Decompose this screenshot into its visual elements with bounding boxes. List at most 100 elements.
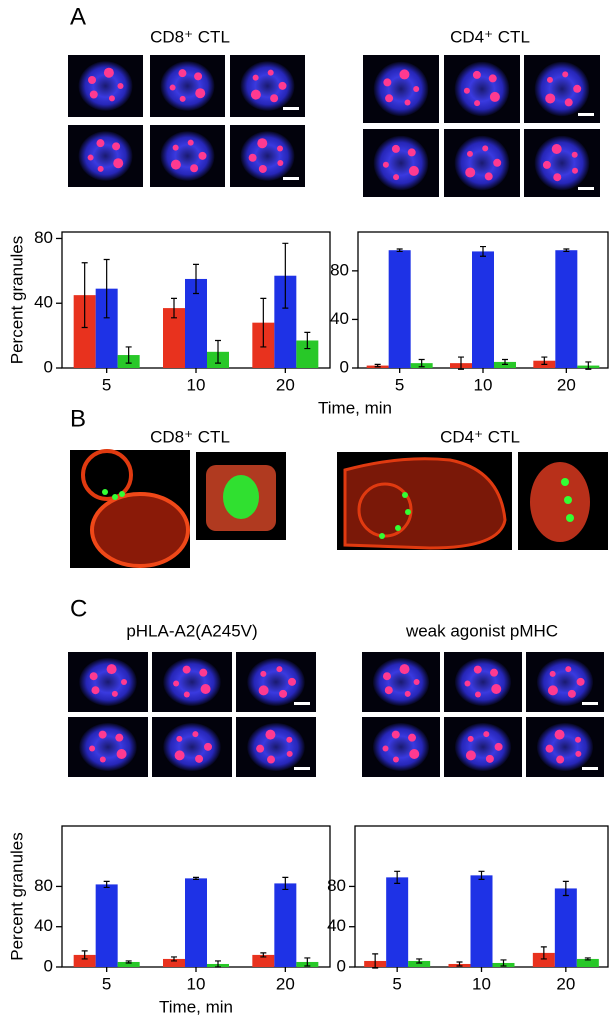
scale-bar	[578, 187, 594, 190]
caption: pHLA-A2(A245V)	[126, 621, 257, 640]
cell	[78, 131, 133, 181]
y-axis-label: Percent granules	[7, 236, 26, 365]
bar	[532, 952, 555, 967]
cell	[454, 723, 512, 771]
granule	[407, 148, 416, 157]
granule	[489, 91, 500, 102]
granule	[562, 71, 569, 78]
caption: CD8⁺ CTL	[150, 427, 230, 446]
granule	[258, 685, 269, 696]
x-tick-label: 20	[556, 974, 575, 993]
granule	[183, 691, 190, 698]
caption: weak agonist pMHC	[405, 621, 558, 640]
granule	[277, 160, 284, 167]
granule	[391, 144, 400, 153]
error-bar	[260, 297, 267, 348]
panel-label: C	[70, 595, 87, 622]
y-axis-label: Percent granules	[7, 832, 26, 961]
cell	[160, 61, 215, 111]
y-tick-label: 0	[337, 956, 346, 975]
granule	[485, 754, 494, 763]
cell	[454, 61, 510, 117]
granule	[384, 686, 393, 695]
granule	[567, 689, 576, 698]
error-bar	[456, 961, 463, 967]
granule	[491, 683, 502, 694]
granule	[265, 729, 276, 740]
granule	[545, 744, 554, 753]
error-bar	[500, 959, 507, 967]
micrograph-grid	[362, 652, 604, 777]
error-bar	[458, 356, 464, 370]
bar	[470, 875, 493, 967]
granule	[546, 76, 553, 83]
x-axis-label: Time, min	[159, 997, 233, 1016]
granule	[88, 76, 97, 85]
granule	[482, 145, 489, 152]
granule	[466, 150, 473, 157]
granule	[260, 670, 267, 677]
granule	[553, 173, 562, 182]
granule	[399, 69, 410, 80]
scale-bar	[578, 113, 594, 116]
cell	[163, 658, 221, 706]
granule	[385, 94, 394, 103]
x-tick-label: 20	[557, 375, 576, 394]
cell	[373, 61, 429, 117]
error-bar	[260, 952, 267, 958]
granule	[484, 172, 493, 181]
x-axis-label: Time, min	[318, 398, 392, 417]
error-bar	[478, 870, 485, 880]
granule	[176, 735, 183, 742]
cell	[372, 723, 430, 771]
x-tick-label: 5	[102, 375, 111, 394]
y-tick-label: 80	[330, 260, 349, 279]
bar	[494, 361, 516, 368]
micrograph-grid	[363, 55, 600, 197]
granule	[572, 167, 579, 174]
error-bar	[103, 258, 110, 319]
panel-label: B	[70, 405, 86, 432]
y-tick-label: 0	[340, 357, 349, 376]
granule	[404, 690, 411, 697]
granule	[575, 736, 582, 743]
bar	[185, 278, 207, 368]
granule	[472, 70, 481, 79]
granule	[172, 144, 179, 151]
error-bar	[193, 263, 199, 295]
error-bar	[418, 358, 425, 368]
error-bar	[563, 248, 570, 253]
x-tick-label: 10	[187, 375, 206, 394]
cell	[372, 658, 430, 706]
cell	[79, 723, 137, 771]
granule	[248, 153, 257, 162]
granule	[279, 689, 288, 698]
bar	[185, 878, 207, 967]
bar	[163, 958, 185, 967]
granule	[103, 67, 114, 78]
bar	[296, 340, 319, 368]
bar	[95, 288, 118, 368]
granule	[117, 83, 124, 89]
granule	[89, 745, 96, 752]
error-bar	[193, 876, 199, 880]
cell	[454, 658, 512, 706]
granule	[483, 731, 490, 738]
granule	[91, 686, 100, 695]
granule	[413, 86, 420, 92]
granule	[190, 164, 199, 173]
x-tick-label: 10	[472, 974, 491, 993]
granule	[192, 731, 199, 738]
error-bar	[282, 876, 289, 891]
granule	[178, 69, 187, 78]
granule	[464, 680, 471, 687]
y-tick-label: 40	[34, 293, 53, 312]
granule	[174, 750, 185, 761]
bar	[252, 954, 275, 967]
cell	[247, 658, 305, 706]
granule	[408, 733, 417, 742]
x-tick-label: 5	[392, 974, 401, 993]
granule	[179, 95, 186, 102]
bar	[274, 275, 297, 368]
granule	[473, 665, 482, 674]
